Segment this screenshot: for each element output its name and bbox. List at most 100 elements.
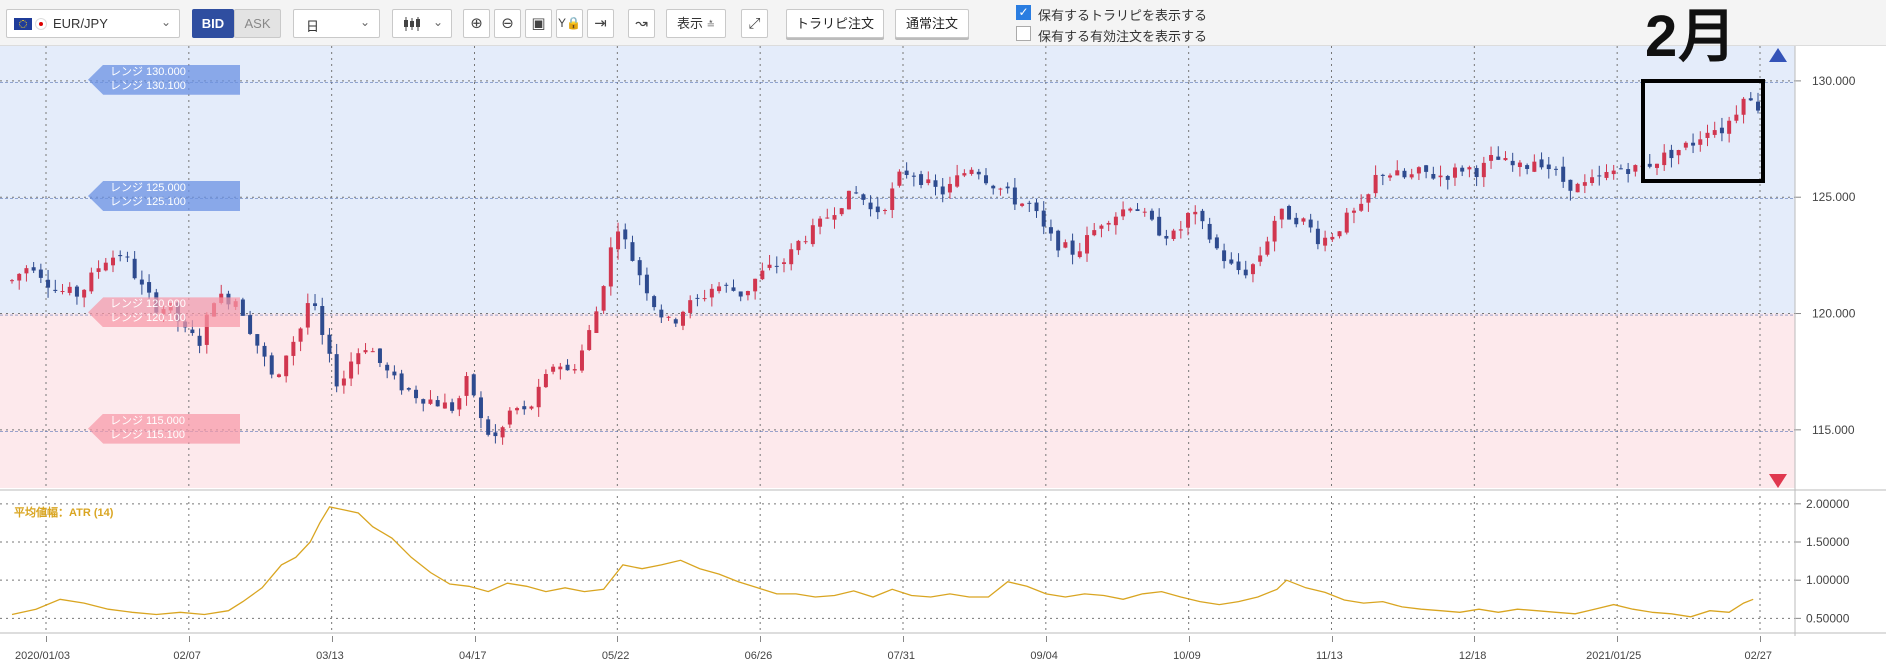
candle-body (601, 286, 606, 311)
jp-flag-icon (35, 18, 47, 30)
symbol-select[interactable]: EUR/JPY ⌄ (6, 9, 180, 38)
candle-body (500, 427, 505, 438)
fullscreen-icon[interactable]: ⤢ (741, 9, 768, 38)
candle-body (74, 286, 79, 297)
display-menu-label: 表示 (676, 16, 703, 31)
candle-body (1142, 211, 1147, 213)
candle-body (1698, 139, 1703, 145)
range-tag-line: レンジ 115.000 (110, 414, 186, 427)
range-tag-line: レンジ 115.100 (110, 428, 186, 441)
candle-body (284, 355, 289, 377)
candle-body (565, 364, 570, 371)
candle-body (673, 319, 678, 324)
normal-order-button[interactable]: 通常注文 (895, 9, 969, 38)
candle-body (522, 406, 527, 410)
candle-body (947, 183, 952, 193)
range-tag[interactable]: レンジ 125.000 レンジ 125.100 (88, 181, 240, 212)
candle-body (399, 373, 404, 391)
scroll-down-icon[interactable] (1769, 474, 1787, 488)
candle-body (767, 264, 772, 268)
candle-body (1070, 240, 1075, 255)
candle-body (313, 303, 318, 306)
candle-body (305, 303, 310, 328)
y-axis-lock-icon[interactable]: Y🔒 (556, 9, 583, 38)
y-tick-label: 0.50000 (1806, 611, 1850, 625)
range-tag[interactable]: レンジ 115.000 レンジ 115.100 (88, 413, 240, 444)
candle-body (38, 269, 43, 278)
candle-body (515, 408, 520, 411)
x-tick-mark (760, 636, 762, 642)
candle-body (1409, 174, 1414, 178)
candle-body (1056, 230, 1061, 251)
candle-body (1395, 170, 1400, 176)
candle-body (940, 186, 945, 195)
price-chart[interactable]: 115.000 120.000 125.000 130.000 (0, 46, 1886, 496)
candle-body (255, 334, 260, 346)
x-axis: 2020/01/03 02/07 03/13 04/17 05/22 06/26 07/31… (0, 636, 1886, 664)
fit-screen-icon[interactable]: ▣ (525, 9, 552, 38)
candle-body (1705, 132, 1710, 138)
candle-body (334, 354, 339, 387)
zoom-out-icon[interactable]: ⊖ (494, 9, 521, 38)
candle-body (1265, 241, 1270, 255)
candle-body (1200, 210, 1205, 222)
x-tick-label: 2021/01/25 (1586, 650, 1642, 662)
candle-body (623, 229, 628, 240)
x-tick-mark (188, 636, 190, 642)
scroll-to-latest-icon[interactable]: ⇥ (587, 9, 614, 38)
candle-body (298, 328, 303, 342)
range-tag[interactable]: レンジ 120.000 レンジ 120.100 (88, 297, 240, 328)
candle-body (1315, 228, 1320, 245)
candle-body (1568, 179, 1573, 191)
candle-body (760, 270, 765, 280)
candle-body (269, 355, 274, 375)
display-menu-button[interactable]: 表示 ≛ (666, 9, 726, 38)
trapi-order-button[interactable]: トラリピ注文 (786, 9, 884, 38)
candle-body (1077, 251, 1082, 258)
candle-body (666, 316, 671, 318)
candle-body (659, 309, 664, 318)
candle-body (1157, 216, 1162, 236)
show-trapi-label: 保有するトラリピを表示する (1038, 8, 1208, 23)
candle-body (1222, 250, 1227, 262)
range-tag-line: レンジ 130.100 (110, 79, 186, 92)
timeframe-select[interactable]: 日 ⌄ (293, 9, 380, 38)
candle-body (507, 410, 512, 425)
candle-body (1308, 219, 1313, 228)
atr-indicator-chart[interactable]: 0.50000 1.00000 1.50000 2.00000 (0, 496, 1886, 636)
candle-body (1510, 160, 1515, 166)
candle-body (1294, 217, 1299, 225)
scroll-up-icon[interactable] (1769, 48, 1787, 62)
candle-body (608, 247, 613, 287)
candle-body (82, 289, 87, 298)
show-orders-checkbox[interactable] (1016, 26, 1031, 41)
candle-body (1041, 210, 1046, 227)
candle-body (356, 353, 361, 365)
candle-body (327, 334, 332, 354)
candle-body (349, 361, 354, 379)
candle-body (1489, 155, 1494, 161)
zoom-in-icon[interactable]: ⊕ (463, 9, 490, 38)
range-tag[interactable]: レンジ 130.000 レンジ 130.100 (88, 64, 240, 95)
candle-body (1250, 264, 1255, 275)
chart-type-select[interactable]: ⌄ (392, 9, 452, 38)
candle-body (1539, 159, 1544, 168)
chevron-down-icon: ⌄ (432, 15, 443, 29)
candle-body (1149, 210, 1154, 220)
candle-body (1734, 114, 1739, 121)
ask-button[interactable]: ASK (234, 9, 281, 38)
candle-body (1099, 225, 1104, 229)
candle-body (17, 273, 22, 281)
candle-body (890, 188, 895, 210)
add-indicator-icon[interactable]: ↝ (628, 9, 655, 38)
candle-body (587, 330, 592, 350)
range-tag-line: レンジ 125.100 (110, 196, 186, 209)
candle-body (911, 175, 916, 177)
candle-body (1258, 255, 1263, 262)
candle-body (1445, 176, 1450, 180)
show-trapi-checkbox[interactable]: ✓ (1016, 5, 1031, 20)
bid-button[interactable]: BID (192, 9, 234, 38)
candle-body (933, 180, 938, 187)
candle-body (103, 262, 108, 271)
candlestick-icon (404, 17, 420, 31)
